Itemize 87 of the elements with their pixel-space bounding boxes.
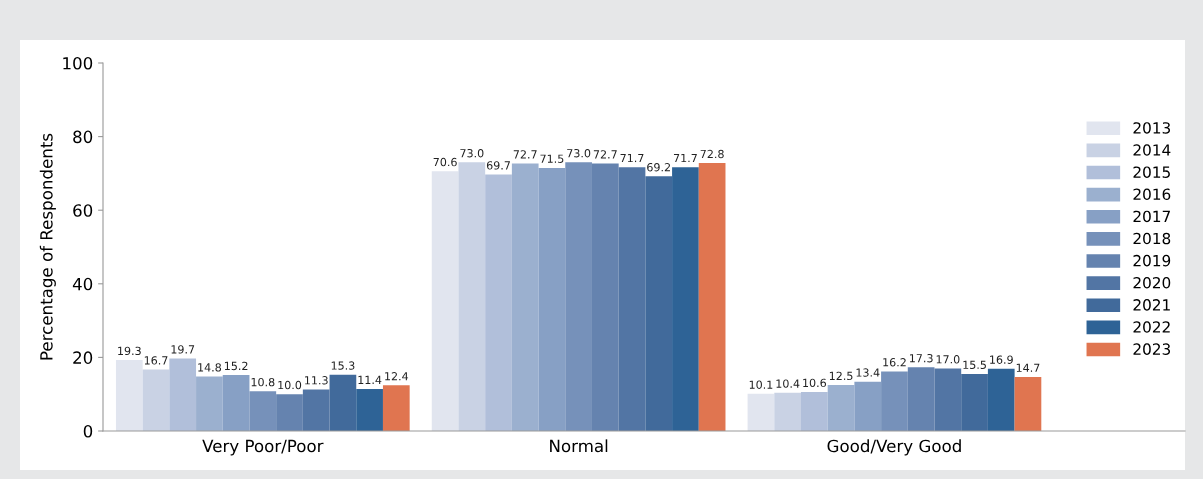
data-label: 14.7 (1016, 363, 1040, 372)
data-label: 10.8 (251, 377, 275, 387)
bar (356, 389, 383, 431)
y-tick-label: 60 (73, 204, 93, 217)
data-label: 15.3 (331, 361, 355, 370)
y-tick-label: 40 (72, 277, 93, 291)
legend-label: 2013 (1133, 122, 1171, 134)
data-label: 17.0 (936, 355, 960, 364)
bar (881, 371, 908, 431)
data-label: 71.7 (620, 153, 644, 163)
data-label: 16.2 (883, 358, 906, 367)
data-label: 16.9 (990, 355, 1013, 364)
data-label: 70.6 (433, 157, 457, 167)
legend-label: 2014 (1133, 144, 1171, 156)
data-label: 10.4 (776, 379, 800, 388)
bar (249, 391, 277, 431)
bar (645, 176, 673, 431)
data-label: 14.8 (198, 363, 222, 372)
bar (565, 162, 592, 431)
bar (169, 358, 197, 431)
bar (302, 389, 330, 431)
x-tick-label: Very Poor/Poor (202, 439, 324, 456)
data-label: 17.3 (910, 354, 933, 363)
bar (382, 385, 410, 431)
y-axis-title: Percentage of Respondents (39, 133, 56, 360)
bar (672, 167, 699, 431)
legend-label: 2019 (1133, 254, 1171, 267)
x-tick-label: Good/Very Good (827, 439, 961, 456)
data-label: 72.7 (593, 150, 617, 159)
bar (747, 393, 775, 431)
bar (329, 374, 357, 431)
bar (222, 375, 250, 431)
y-tick-label: 80 (73, 130, 93, 144)
data-label: 19.7 (171, 345, 195, 354)
data-label: 11.3 (305, 376, 328, 385)
data-label: 12.4 (385, 372, 409, 381)
legend-label: 2020 (1133, 276, 1171, 289)
bar (538, 167, 566, 431)
legend-label: 2016 (1133, 188, 1171, 201)
bar (511, 163, 539, 431)
bar (485, 174, 512, 431)
bar (276, 394, 303, 431)
data-label: 12.5 (829, 371, 853, 381)
legend-label: 2015 (1133, 166, 1170, 178)
legend-label: 2023 (1133, 343, 1171, 355)
y-tick-label: 20 (73, 351, 93, 364)
data-label: 72.8 (700, 149, 724, 159)
bar (431, 171, 459, 431)
data-label: 73.0 (567, 149, 591, 158)
data-label: 72.7 (513, 150, 537, 159)
data-label: 13.4 (856, 368, 880, 377)
data-label: 10.1 (749, 380, 773, 389)
bar (458, 162, 486, 431)
data-label: 71.7 (673, 153, 697, 163)
legend-label: 2017 (1133, 210, 1170, 223)
bar (987, 368, 1015, 431)
x-tick-label: Normal (550, 439, 608, 453)
bar (907, 367, 935, 431)
data-label: 15.2 (224, 361, 248, 371)
data-label: 69.2 (647, 163, 670, 172)
legend-label: 2018 (1133, 232, 1171, 245)
data-label: 11.4 (358, 375, 382, 384)
legend-label: 2022 (1133, 321, 1170, 333)
data-label: 19.3 (118, 346, 141, 356)
bar (591, 163, 619, 431)
data-label: 10.6 (803, 378, 827, 388)
bar (1014, 376, 1042, 431)
bar (934, 368, 962, 431)
legend-label: 2021 (1133, 299, 1170, 311)
bar (854, 381, 882, 431)
bar (142, 369, 170, 431)
data-label: 73.0 (460, 149, 484, 158)
bar (774, 392, 801, 431)
bar (115, 359, 143, 431)
data-label: 10.0 (278, 380, 302, 390)
data-label: 15.5 (963, 360, 986, 370)
data-label: 71.5 (540, 154, 564, 163)
bar (698, 163, 726, 431)
bar (196, 376, 223, 431)
bar (827, 385, 855, 431)
data-label: 69.7 (486, 161, 510, 170)
bar (961, 373, 988, 431)
y-tick-label: 0 (83, 424, 93, 438)
y-tick-label: 100 (63, 56, 93, 70)
bar (800, 391, 828, 431)
bar (618, 167, 646, 431)
data-label: 16.7 (144, 356, 168, 365)
